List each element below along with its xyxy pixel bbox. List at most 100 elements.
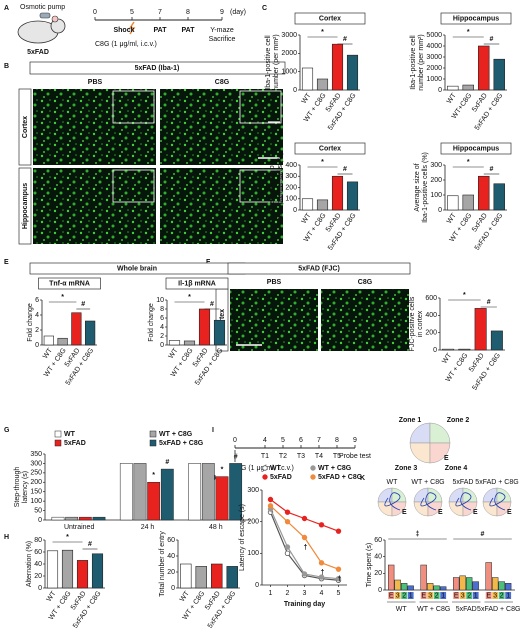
annotation: # (234, 453, 238, 460)
legend-swatch (149, 430, 157, 438)
x-tick-label: 4 (320, 590, 324, 597)
row-label: Hippocampus (22, 183, 29, 229)
y-tick-label: 600 (425, 295, 437, 302)
bar (490, 330, 503, 351)
legend-label: WT + C8G (318, 465, 352, 472)
annotation: * (321, 159, 324, 166)
panel-label: F (206, 259, 211, 266)
zone-label: Zone 2 (447, 417, 470, 424)
point (267, 496, 274, 503)
bar (215, 476, 229, 521)
bar (466, 577, 473, 591)
zone-label: Zone 1 (399, 417, 422, 424)
day-label: 0 (93, 9, 97, 16)
bar (346, 181, 359, 211)
y-tick-label: 0 (293, 87, 297, 94)
zone-box (505, 592, 512, 599)
y-tick-label: 400 (285, 162, 297, 169)
y-tick-label: 3000 (281, 32, 297, 39)
zone-box (492, 592, 499, 599)
x-tick-label: WT (301, 92, 313, 106)
chart-title: Tnf-α mRNA (49, 280, 90, 287)
annotation: # (490, 36, 494, 43)
bar (301, 67, 314, 91)
y-axis-label: Fold change (27, 303, 34, 342)
bar (472, 581, 479, 591)
zone-label: 3 (428, 592, 432, 599)
event-label: T1 (261, 453, 269, 460)
y-tick-label: 40 (374, 554, 382, 561)
legend-swatch (149, 439, 157, 447)
bar (316, 78, 329, 91)
event-label: Probe test (339, 453, 371, 460)
shock-bolt (128, 21, 136, 35)
legend-marker (310, 465, 316, 471)
legend-label: 5xFAD + C8G (318, 474, 363, 481)
pat-label: PAT (154, 27, 168, 34)
maze-quadrant (429, 442, 451, 464)
panel-label: A (4, 5, 9, 12)
annotation: # (343, 166, 347, 173)
annotation: ‡ (416, 531, 420, 538)
x-tick-label: WT (446, 92, 458, 106)
y-axis-label: Alternation (%) (26, 541, 33, 587)
y-tick-label: 200 (425, 330, 437, 337)
title-box (440, 142, 512, 155)
panel-label: E (4, 259, 9, 266)
y-tick-label: 200 (285, 184, 297, 191)
annotation: * (463, 292, 466, 299)
annotation: # (481, 531, 485, 538)
bar (433, 585, 440, 591)
day-label: 4 (263, 437, 267, 444)
y-tick-label: 60 (167, 537, 175, 544)
day-label: 5 (130, 9, 134, 16)
bar (229, 463, 243, 521)
bar (498, 581, 505, 591)
day-label: 9 (220, 9, 224, 16)
y-tick-label: 60 (374, 537, 382, 544)
y-tick-label: 0 (255, 582, 259, 589)
zone-label: Zone 4 (445, 465, 468, 472)
panel-label: G (4, 427, 10, 434)
y-axis-label: number (per mm²) (273, 34, 280, 90)
bar (401, 583, 408, 591)
point (335, 575, 342, 582)
y-axis-label: Iba-1-positive cells (%) (277, 152, 284, 223)
event-label: T5 (333, 453, 341, 460)
bar (71, 312, 82, 346)
y-tick-label: 400 (425, 312, 437, 319)
event-label: T3 (297, 453, 305, 460)
bar (442, 348, 455, 351)
day-label: 7 (158, 9, 162, 16)
y-tick-label: 2 (160, 333, 164, 340)
panel-label: H (4, 534, 9, 541)
y-tick-label: 0 (35, 342, 39, 349)
annotation: † (338, 576, 342, 583)
panel-label: B (4, 63, 9, 70)
y-tick-label: 300 (247, 487, 259, 494)
pump-label: Osmotic pump (20, 4, 65, 11)
x-tick-label: WT (441, 352, 453, 366)
x-tick-label: WT (446, 212, 458, 226)
bar (119, 463, 133, 521)
micrograph-title: 5xFAD (Iba-1) (135, 65, 180, 72)
title-box (294, 142, 366, 155)
zone-label: E (486, 592, 491, 599)
maze-quadrant (427, 501, 443, 517)
x-tick-label: 1 (269, 590, 273, 597)
x-tick-label: 5xFAD (456, 606, 477, 613)
y-tick-label: 2000 (281, 50, 297, 57)
x-tick-label: WT (396, 606, 408, 613)
y-axis-label: Latency of escape (s) (239, 504, 246, 571)
bar (462, 84, 474, 91)
y-axis-label: Average size of (269, 163, 276, 211)
y-tick-label: 1000 (426, 76, 442, 83)
y-axis-label: Iba-1-positive cell (265, 35, 272, 90)
y-axis-label: Average size of (414, 163, 421, 211)
point (284, 509, 291, 515)
bar (43, 335, 54, 346)
panel-label: I (212, 427, 214, 434)
y-axis-label: in cortex (417, 310, 424, 337)
bar (198, 308, 211, 346)
